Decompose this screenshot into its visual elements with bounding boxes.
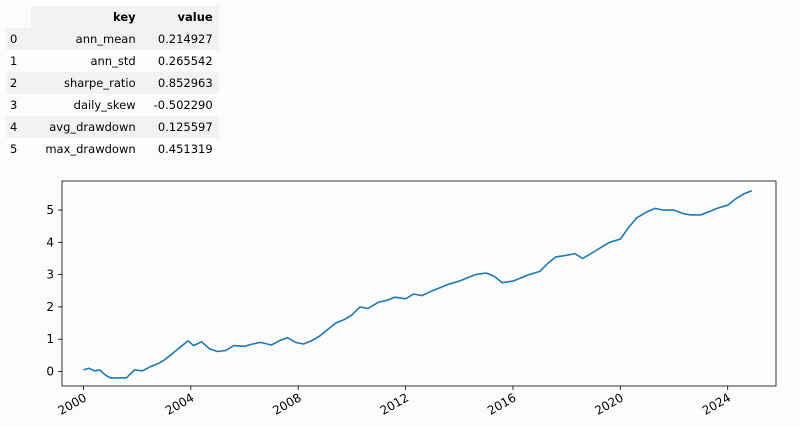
- row-key: daily_skew: [73, 98, 136, 112]
- y-tick-label: 3: [46, 268, 54, 282]
- table-row: 5 max_drawdown 0.451319: [6, 138, 219, 160]
- table-row: 2 sharpe_ratio 0.852963: [6, 72, 219, 94]
- y-tick-label: 5: [46, 203, 54, 217]
- y-tick-label: 2: [46, 300, 54, 314]
- table-row: 3 daily_skew -0.502290: [6, 94, 219, 116]
- line-chart: 0 1 2 3 4 5 2000 2004 2008 2012 2016 2020 2024: [46, 180, 777, 418]
- y-axis: 0 1 2 3 4 5: [46, 203, 62, 378]
- row-index: 1: [10, 54, 18, 68]
- series-line: [83, 189, 753, 379]
- row-key: max_drawdown: [45, 142, 136, 156]
- plot-area: [61, 180, 777, 387]
- x-axis: 2000 2004 2008 2012 2016 2020 2024: [56, 386, 733, 418]
- row-key: avg_drawdown: [49, 120, 136, 134]
- table-row: 0 ann_mean 0.214927: [6, 28, 219, 50]
- column-header-value: value: [141, 6, 219, 28]
- dataframe-table: key value 0 ann_mean 0.214927 1 ann_std …: [6, 6, 219, 160]
- row-index: 4: [10, 120, 18, 134]
- table-header-row: key value: [6, 6, 219, 28]
- x-tick-label: 2020: [592, 390, 625, 417]
- table-row: 1 ann_std 0.265542: [6, 50, 219, 72]
- x-tick-label: 2008: [270, 390, 303, 417]
- row-value: 0.214927: [157, 32, 213, 46]
- row-index: 2: [10, 76, 18, 90]
- row-index: 3: [10, 98, 18, 112]
- x-tick-label: 2016: [485, 390, 518, 417]
- row-value: 0.451319: [157, 142, 213, 156]
- y-tick-label: 4: [46, 235, 54, 249]
- row-key: ann_std: [90, 54, 136, 68]
- x-tick-label: 2004: [163, 390, 196, 417]
- column-header-key: key: [31, 6, 142, 28]
- row-key: sharpe_ratio: [63, 76, 136, 90]
- row-value: 0.125597: [157, 120, 213, 134]
- x-tick-label: 2012: [378, 390, 411, 417]
- row-index: 5: [10, 142, 18, 156]
- row-value: -0.502290: [153, 98, 213, 112]
- row-value: 0.852963: [157, 76, 213, 90]
- x-tick-label: 2024: [700, 390, 733, 417]
- x-tick-label: 2000: [56, 390, 89, 417]
- index-header: [6, 6, 32, 28]
- row-index: 0: [10, 32, 18, 46]
- row-key: ann_mean: [75, 32, 136, 46]
- table-row: 4 avg_drawdown 0.125597: [6, 116, 219, 138]
- row-value: 0.265542: [157, 54, 213, 68]
- y-tick-label: 1: [46, 332, 54, 346]
- y-tick-label: 0: [46, 364, 54, 378]
